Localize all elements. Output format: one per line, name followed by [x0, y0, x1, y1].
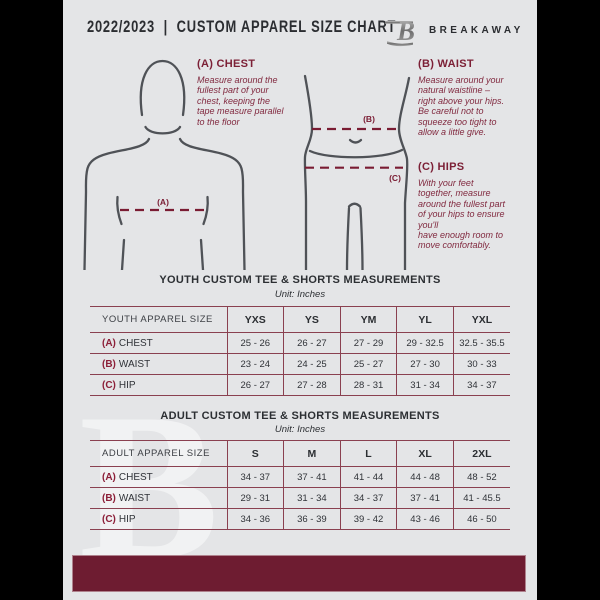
size-header: YM	[339, 306, 397, 333]
size-header: YXS	[226, 306, 284, 333]
cell-value: 39 - 42	[339, 508, 397, 530]
cell-value: 26 - 27	[226, 374, 284, 396]
cell-value: 34 - 37	[452, 374, 510, 396]
footer-accent-bar	[72, 555, 526, 592]
logo-top-bar	[385, 21, 413, 24]
lower-body-figure	[303, 74, 411, 270]
table-row: (A) CHEST 25 - 26 26 - 27 27 - 29 29 - 32…	[90, 332, 510, 354]
cell-value: 41 - 44	[339, 466, 397, 488]
size-header: M	[283, 440, 341, 467]
youth-apparel-size-header: YOUTH APPAREL SIZE	[102, 314, 213, 325]
cell-value: 46 - 50	[452, 508, 510, 530]
cell-value: 32.5 - 35.5	[452, 332, 510, 354]
size-header: YL	[396, 306, 454, 333]
page-title: 2022/2023 | CUSTOM APPAREL SIZE CHART	[87, 17, 494, 37]
size-header: 2XL	[452, 440, 510, 467]
cell-value: 37 - 41	[283, 466, 341, 488]
youth-table-unit: Unit: Inches	[274, 289, 326, 300]
table-row: (C) HIP 26 - 27 27 - 28 28 - 31 31 - 34 3…	[90, 374, 510, 396]
row-label: HIP	[118, 513, 136, 525]
row-prefix: (C)	[102, 513, 116, 525]
logo-bottom-swoosh	[387, 41, 413, 47]
cell-value: 48 - 52	[452, 466, 510, 488]
logo-letter: B	[396, 16, 415, 46]
row-label: WAIST	[118, 358, 151, 370]
size-header: XL	[396, 440, 454, 467]
chest-line-label: (A)	[157, 197, 169, 207]
measurement-figures: (A) (B) (C)	[83, 59, 411, 270]
cell-value: 43 - 46	[396, 508, 454, 530]
waist-instructions: Measure around your natural waistline – …	[418, 75, 505, 138]
cell-value: 44 - 48	[396, 466, 454, 488]
cell-value: 26 - 27	[283, 332, 341, 354]
cell-value: 28 - 31	[339, 374, 397, 396]
cell-value: 34 - 37	[339, 487, 397, 509]
cell-value: 23 - 24	[226, 353, 284, 375]
size-header: YXL	[452, 306, 510, 333]
measure-lines	[120, 127, 403, 212]
cell-value: 25 - 27	[339, 353, 397, 375]
cell-value: 31 - 34	[396, 374, 454, 396]
cell-value: 27 - 30	[396, 353, 454, 375]
cell-value: 31 - 34	[283, 487, 341, 509]
adult-table-unit: Unit: Inches	[274, 424, 326, 435]
hips-instructions: With your feet together, measure around …	[418, 178, 506, 251]
size-header: YS	[283, 306, 341, 333]
row-prefix: (B)	[102, 492, 116, 504]
cell-value: 34 - 37	[226, 466, 284, 488]
table-row: (A) CHEST 34 - 37 37 - 41 41 - 44 44 - 48…	[90, 466, 510, 488]
row-label: HIP	[118, 379, 136, 391]
youth-table-title: YOUTH CUSTOM TEE & SHORTS MEASUREMENTS	[159, 274, 441, 286]
hips-line-label: (C)	[389, 173, 401, 183]
row-prefix: (A)	[102, 471, 116, 483]
table-row: (B) WAIST 29 - 31 31 - 34 34 - 37 37 - 41…	[90, 487, 510, 509]
cell-value: 27 - 28	[283, 374, 341, 396]
chest-heading: (A) CHEST	[197, 58, 256, 70]
cell-value: 27 - 29	[339, 332, 397, 354]
row-prefix: (C)	[102, 379, 116, 391]
youth-size-table: YOUTH APPAREL SIZE YXS YS YM YL YXL (A) C…	[90, 306, 510, 396]
table-row: (C) HIP 34 - 36 36 - 39 39 - 42 43 - 46 4…	[90, 508, 510, 530]
adult-size-table: ADULT APPAREL SIZE S M L XL 2XL (A) CHEST…	[90, 440, 510, 530]
table-header-row: ADULT APPAREL SIZE S M L XL 2XL	[90, 440, 510, 467]
cell-value: 30 - 33	[452, 353, 510, 375]
hips-heading: (C) HIPS	[418, 161, 465, 173]
cell-value: 36 - 39	[283, 508, 341, 530]
waist-line-label: (B)	[363, 114, 375, 124]
cell-value: 41 - 45.5	[452, 487, 510, 509]
cell-value: 25 - 26	[226, 332, 284, 354]
cell-value: 24 - 25	[283, 353, 341, 375]
torso-figure	[83, 59, 246, 270]
cell-value: 29 - 32.5	[396, 332, 454, 354]
row-prefix: (A)	[102, 337, 116, 349]
row-label: WAIST	[118, 492, 151, 504]
chest-instructions: Measure around the fullest part of your …	[197, 75, 284, 127]
breakaway-logo-icon: B	[385, 16, 415, 47]
row-label: CHEST	[118, 471, 153, 483]
cell-value: 37 - 41	[396, 487, 454, 509]
cell-value: 29 - 31	[226, 487, 284, 509]
brand-name: BREAKAWAY	[429, 25, 524, 36]
row-prefix: (B)	[102, 358, 116, 370]
table-header-row: YOUTH APPAREL SIZE YXS YS YM YL YXL	[90, 306, 510, 333]
adult-apparel-size-header: ADULT APPAREL SIZE	[102, 448, 210, 459]
page-title-text: 2022/2023 | CUSTOM APPAREL SIZE CHART	[87, 17, 397, 36]
table-row: (B) WAIST 23 - 24 24 - 25 25 - 27 27 - 30…	[90, 353, 510, 375]
waist-heading: (B) WAIST	[418, 58, 474, 70]
adult-table-title: ADULT CUSTOM TEE & SHORTS MEASUREMENTS	[160, 410, 440, 422]
row-label: CHEST	[118, 337, 153, 349]
cell-value: 34 - 36	[226, 508, 284, 530]
size-chart-page: 2022/2023 | CUSTOM APPAREL SIZE CHART B …	[63, 0, 537, 600]
size-header: S	[226, 440, 284, 467]
size-header: L	[339, 440, 397, 467]
